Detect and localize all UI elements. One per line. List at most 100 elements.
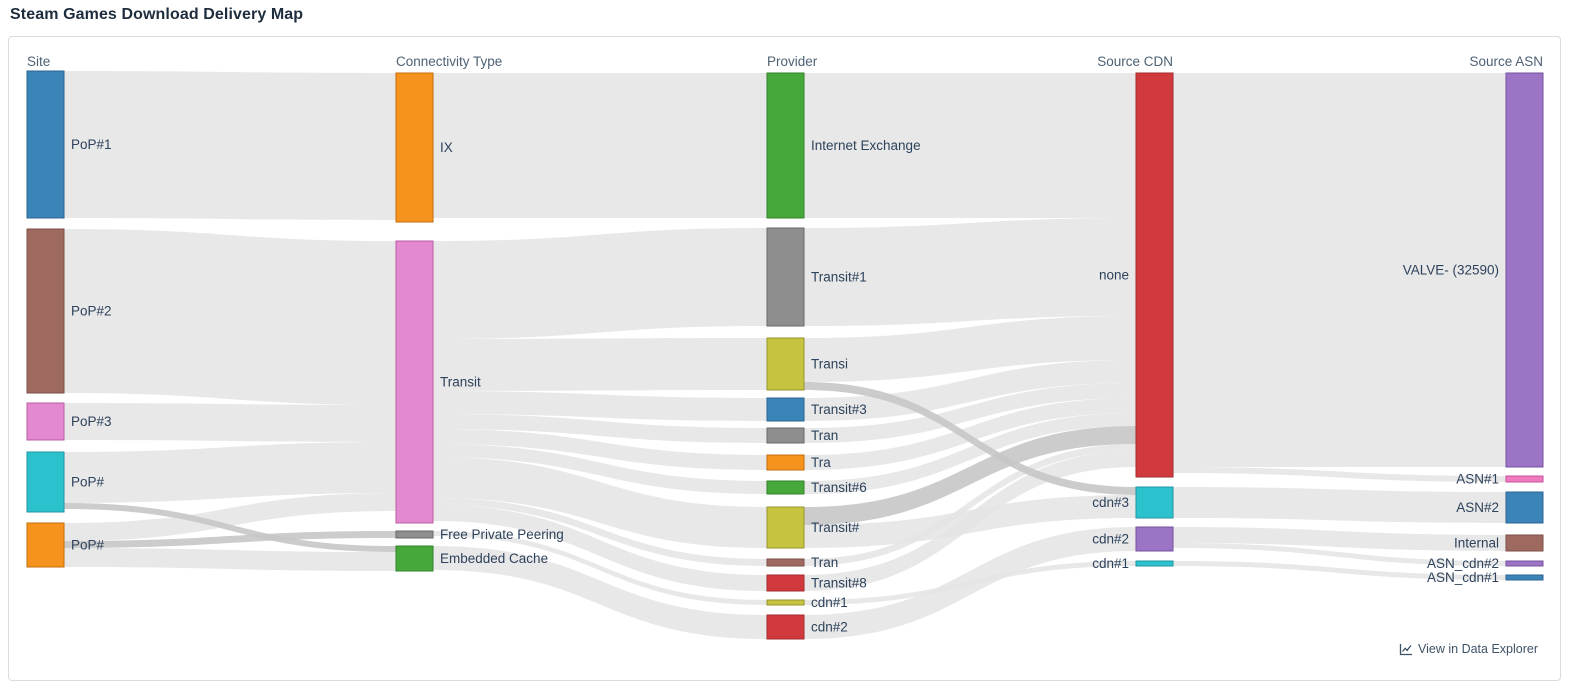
sankey-node-label-pcdn2: cdn#2 [811, 620, 848, 635]
sankey-link-pcdn2-cdn2[interactable] [804, 527, 1136, 639]
sankey-node-label-cdn2: cdn#2 [1092, 532, 1129, 547]
sankey-node-label-internal: Internal [1454, 536, 1499, 551]
view-in-data-explorer-label: View in Data Explorer [1418, 642, 1538, 656]
sankey-node-transit[interactable] [395, 240, 434, 524]
sankey-node-label-asncdn2: ASN_cdn#2 [1427, 556, 1499, 571]
sankey-node-fpp[interactable] [395, 530, 434, 539]
sankey-node-label-pop2: PoP#2 [71, 304, 112, 319]
sankey-node-label-t6: Transit#6 [811, 480, 867, 495]
sankey-node-t6[interactable] [766, 480, 805, 495]
column-header-3: Source CDN [1097, 54, 1173, 69]
sankey-node-valve[interactable] [1505, 72, 1544, 468]
sankey-link-transit-t1[interactable] [433, 228, 767, 339]
sankey-link-iex-none[interactable] [804, 73, 1136, 218]
sankey-link-t3-none[interactable] [804, 360, 1136, 421]
sankey-node-cdn2[interactable] [1135, 526, 1174, 552]
column-header-4: Source ASN [1469, 54, 1543, 69]
sankey-link-ix-iex[interactable] [433, 73, 767, 218]
sankey-node-label-transit: Transit [440, 375, 481, 390]
sankey-node-ix[interactable] [395, 72, 434, 223]
sankey-link-transit-t7[interactable] [433, 457, 767, 548]
sankey-link-pop2-transit[interactable] [64, 229, 396, 405]
sankey-link-cdn1-asncdn1[interactable] [1173, 561, 1506, 580]
sankey-link-pop1-ix[interactable] [64, 71, 396, 220]
sankey-link-pop4-ec[interactable] [64, 503, 396, 552]
sankey-node-label-asncdn1: ASN_cdn#1 [1427, 570, 1499, 585]
sankey-link-fpp-pcdn1[interactable] [433, 531, 767, 605]
sankey-node-label-asn1: ASN#1 [1456, 472, 1499, 487]
sankey-node-t1[interactable] [766, 227, 805, 327]
sankey-node-label-t5: Tra [811, 455, 831, 470]
sankey-link-cdn3-asn2[interactable] [1173, 487, 1506, 523]
sankey-node-pop4[interactable] [26, 451, 65, 513]
sankey-link-cdn2-asncdn2[interactable] [1173, 543, 1506, 566]
sankey-link-none-valve[interactable] [1173, 73, 1506, 467]
sankey-link-t1-none[interactable] [804, 218, 1136, 326]
sankey-node-label-t3: Transit#3 [811, 402, 867, 417]
sankey-node-asncdn2[interactable] [1505, 560, 1544, 567]
sankey-link-t5-none[interactable] [804, 398, 1136, 470]
sankey-node-pop2[interactable] [26, 228, 65, 394]
column-header-2: Provider [767, 54, 818, 69]
sankey-link-ec-pcdn2[interactable] [433, 546, 767, 639]
sankey-node-label-pop4: PoP# [71, 475, 105, 490]
sankey-link-pop3-transit[interactable] [64, 403, 396, 442]
sankey-node-internal[interactable] [1505, 534, 1544, 552]
page-title: Steam Games Download Delivery Map [10, 6, 304, 23]
sankey-link-cdn2-internal[interactable] [1173, 527, 1506, 551]
sankey-node-asncdn1[interactable] [1505, 574, 1544, 581]
sankey-link-t2-none[interactable] [804, 316, 1136, 382]
sankey-link-transit-t2[interactable] [433, 338, 767, 391]
sankey-link-none-asn1[interactable] [1173, 467, 1506, 482]
sankey-link-t8-none[interactable] [804, 451, 1136, 591]
sankey-link-transit-tbrown[interactable] [433, 498, 767, 566]
sankey-node-label-iex: Internet Exchange [811, 138, 921, 153]
sankey-node-none[interactable] [1135, 72, 1174, 478]
sankey-node-cdn3[interactable] [1135, 486, 1174, 519]
sankey-node-label-valve: VALVE- (32590) [1403, 263, 1499, 278]
sankey-node-label-pcdn1: cdn#1 [811, 595, 848, 610]
sankey-link-pop5-ec[interactable] [64, 548, 396, 571]
sankey-link-t2-cdn3[interactable] [804, 382, 1136, 495]
sankey-node-t8[interactable] [766, 574, 805, 592]
sankey-node-asn1[interactable] [1505, 475, 1544, 483]
sankey-node-label-ec: Embedded Cache [440, 551, 548, 566]
column-header-1: Connectivity Type [396, 54, 502, 69]
sankey-node-tbrown[interactable] [766, 558, 805, 567]
sankey-node-pcdn2[interactable] [766, 614, 805, 640]
sankey-link-transit-t3[interactable] [433, 391, 767, 421]
sankey-link-transit-t6[interactable] [433, 444, 767, 494]
sankey-link-transit-t8[interactable] [433, 505, 767, 591]
sankey-link-t7-none[interactable] [804, 426, 1136, 525]
sankey-link-pop5-fpp[interactable] [64, 531, 396, 548]
sankey-node-label-t1: Transit#1 [811, 270, 867, 285]
sankey-link-transit-t4[interactable] [433, 414, 767, 443]
sankey-node-label-pop5: PoP# [71, 538, 105, 553]
sankey-link-t4-none[interactable] [804, 383, 1136, 443]
sankey-node-asn2[interactable] [1505, 491, 1544, 524]
sankey-node-cdn1[interactable] [1135, 560, 1174, 567]
sankey-link-pop4-transit[interactable] [64, 442, 396, 503]
sankey-link-transit-t5[interactable] [433, 429, 767, 470]
sankey-node-pcdn1[interactable] [766, 599, 805, 606]
sankey-node-label-fpp: Free Private Peering [440, 527, 564, 542]
sankey-link-t6-none[interactable] [804, 413, 1136, 494]
sankey-node-t7[interactable] [766, 506, 805, 549]
sankey-node-pop3[interactable] [26, 402, 65, 441]
sankey-node-t4[interactable] [766, 427, 805, 444]
sankey-node-t2[interactable] [766, 337, 805, 391]
sankey-node-label-asn2: ASN#2 [1456, 500, 1499, 515]
sankey-node-label-tbrown: Tran [811, 555, 838, 570]
sankey-link-tbrown-none[interactable] [804, 444, 1136, 566]
sankey-node-pop5[interactable] [26, 522, 65, 568]
sankey-node-pop1[interactable] [26, 70, 65, 219]
sankey-node-iex[interactable] [766, 72, 805, 219]
sankey-link-pop5-transit[interactable] [64, 493, 396, 541]
sankey-node-t5[interactable] [766, 454, 805, 471]
sankey-node-label-none: none [1099, 268, 1129, 283]
view-in-data-explorer-link[interactable]: View in Data Explorer [1399, 642, 1538, 656]
sankey-node-ec[interactable] [395, 545, 434, 572]
sankey-node-t3[interactable] [766, 397, 805, 422]
